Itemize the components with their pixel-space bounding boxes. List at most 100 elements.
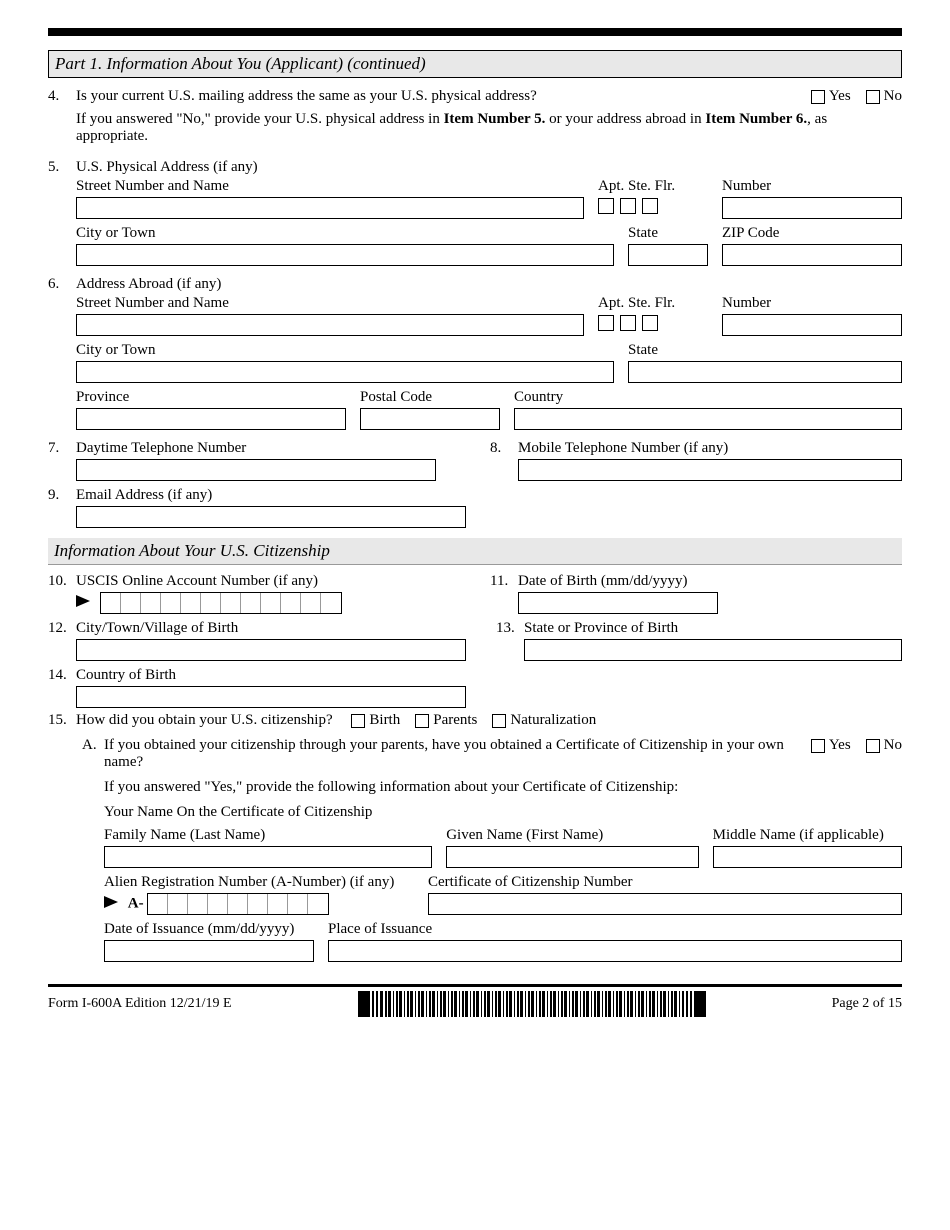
q6-postal-input[interactable] <box>360 408 500 430</box>
barcode <box>358 991 706 1017</box>
q12-number: 12. <box>48 620 76 637</box>
q5-state-input[interactable] <box>628 244 708 266</box>
q5-zip-input[interactable] <box>722 244 902 266</box>
q5-street-label: Street Number and Name <box>76 178 584 195</box>
q6-street-label: Street Number and Name <box>76 295 584 312</box>
q6-aptsteflr-label: Apt. Ste. Flr. <box>598 295 708 312</box>
q5-state-label: State <box>628 225 708 242</box>
q6-number-input[interactable] <box>722 314 902 336</box>
q5-ste-checkbox[interactable] <box>620 198 636 214</box>
q6-province-input[interactable] <box>76 408 346 430</box>
q15a-yes-checkbox[interactable] <box>811 739 825 753</box>
q6-street-input[interactable] <box>76 314 584 336</box>
arrow-icon <box>76 595 90 612</box>
q6-country-input[interactable] <box>514 408 902 430</box>
q6-country-label: Country <box>514 389 902 406</box>
q11-label: Date of Birth (mm/dd/yyyy) <box>518 573 902 590</box>
q14-number: 14. <box>48 667 76 684</box>
q15-birth-label: Birth <box>369 712 400 728</box>
q15-text: How did you obtain your U.S. citizenship… <box>76 712 333 728</box>
q9-number: 9. <box>48 487 76 504</box>
q7-label: Daytime Telephone Number <box>76 440 460 457</box>
q6-postal-label: Postal Code <box>360 389 500 406</box>
q12-input[interactable] <box>76 639 466 661</box>
q15-nat-label: Naturalization <box>510 712 596 728</box>
q15a-number: A. <box>76 737 104 754</box>
q15a-no-label: No <box>884 737 902 753</box>
q6-city-input[interactable] <box>76 361 614 383</box>
q5-street-input[interactable] <box>76 197 584 219</box>
q15a-text: If you obtained your citizenship through… <box>104 737 784 771</box>
q10-number: 10. <box>48 573 76 590</box>
q15-parents-checkbox[interactable] <box>415 714 429 728</box>
q8-number: 8. <box>490 440 518 457</box>
citizenship-header: Information About Your U.S. Citizenship <box>48 538 902 565</box>
q15-number: 15. <box>48 712 76 729</box>
q15a-middle-label: Middle Name (if applicable) <box>713 827 902 844</box>
q15a-place-input[interactable] <box>328 940 902 962</box>
q6-state-label: State <box>628 342 902 359</box>
q11-input[interactable] <box>518 592 718 614</box>
q4-number: 4. <box>48 88 76 105</box>
q10-input[interactable] <box>100 592 342 614</box>
q15a-date-input[interactable] <box>104 940 314 962</box>
q15a-no-checkbox[interactable] <box>866 739 880 753</box>
q6-number-label: Number <box>722 295 902 312</box>
q6-number: 6. <box>48 276 76 293</box>
q4-no-label: No <box>884 88 902 104</box>
q15a-anumber-input[interactable] <box>147 893 329 915</box>
q8-label: Mobile Telephone Number (if any) <box>518 440 902 457</box>
q15a-given-input[interactable] <box>446 846 698 868</box>
q4-yes-label: Yes <box>829 88 851 104</box>
q8-input[interactable] <box>518 459 902 481</box>
q4-helper: If you answered "No," provide your U.S. … <box>76 111 902 145</box>
q6-state-input[interactable] <box>628 361 902 383</box>
q15a-yes-label: Yes <box>829 737 851 753</box>
a-prefix: A- <box>128 896 144 912</box>
q15a-cert-label: Certificate of Citizenship Number <box>428 874 902 891</box>
q9-label: Email Address (if any) <box>76 487 902 504</box>
q15a-place-label: Place of Issuance <box>328 921 902 938</box>
q13-input[interactable] <box>524 639 902 661</box>
q5-apt-checkbox[interactable] <box>598 198 614 214</box>
q9-input[interactable] <box>76 506 466 528</box>
q7-input[interactable] <box>76 459 436 481</box>
q15-nat-checkbox[interactable] <box>492 714 506 728</box>
q6-flr-checkbox[interactable] <box>642 315 658 331</box>
q6-province-label: Province <box>76 389 346 406</box>
q12-label: City/Town/Village of Birth <box>76 620 466 637</box>
q15a-family-input[interactable] <box>104 846 432 868</box>
q5-city-label: City or Town <box>76 225 614 242</box>
q6-city-label: City or Town <box>76 342 614 359</box>
q5-title: U.S. Physical Address (if any) <box>76 159 902 176</box>
q4-yes-checkbox[interactable] <box>811 90 825 104</box>
footer-form: Form I-600A Edition 12/21/19 E <box>48 996 232 1012</box>
q15a-middle-input[interactable] <box>713 846 902 868</box>
q5-aptsteflr-label: Apt. Ste. Flr. <box>598 178 708 195</box>
q15-birth-checkbox[interactable] <box>351 714 365 728</box>
q6-title: Address Abroad (if any) <box>76 276 902 293</box>
q6-ste-checkbox[interactable] <box>620 315 636 331</box>
q13-number: 13. <box>496 620 524 637</box>
q5-city-input[interactable] <box>76 244 614 266</box>
q15a-anumber-label: Alien Registration Number (A-Number) (if… <box>104 874 414 891</box>
q7-number: 7. <box>48 440 76 457</box>
q14-input[interactable] <box>76 686 466 708</box>
q15a-given-label: Given Name (First Name) <box>446 827 698 844</box>
q15-parents-label: Parents <box>433 712 477 728</box>
q4-no-checkbox[interactable] <box>866 90 880 104</box>
q5-flr-checkbox[interactable] <box>642 198 658 214</box>
q15a-cert-input[interactable] <box>428 893 902 915</box>
q15a-helper: If you answered "Yes," provide the follo… <box>104 779 902 796</box>
q4-text: Is your current U.S. mailing address the… <box>76 88 537 105</box>
q15a-date-label: Date of Issuance (mm/dd/yyyy) <box>104 921 314 938</box>
q6-apt-checkbox[interactable] <box>598 315 614 331</box>
q15a-name-title: Your Name On the Certificate of Citizens… <box>104 804 902 821</box>
q13-label: State or Province of Birth <box>524 620 902 637</box>
q5-number-label: Number <box>722 178 902 195</box>
q5-zip-label: ZIP Code <box>722 225 902 242</box>
q15a-family-label: Family Name (Last Name) <box>104 827 432 844</box>
arrow-icon <box>104 896 118 913</box>
q10-label: USCIS Online Account Number (if any) <box>76 573 460 590</box>
q5-number-input[interactable] <box>722 197 902 219</box>
